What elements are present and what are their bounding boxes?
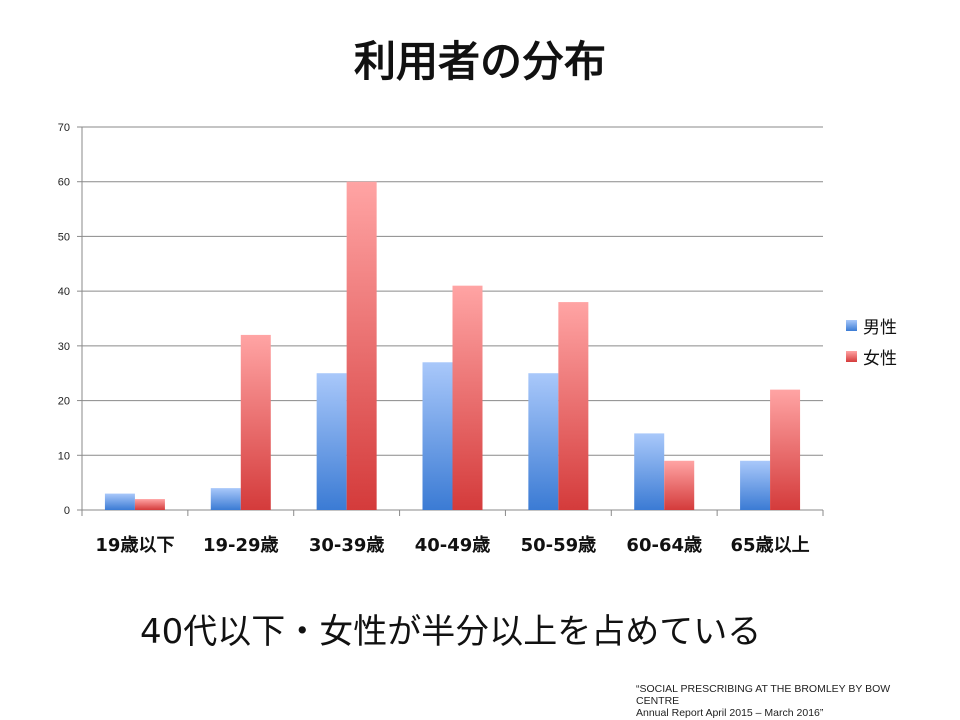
y-tick-label: 70 (58, 122, 70, 134)
bar-male (104, 493, 135, 510)
source-line: “SOCIAL PRESCRIBING AT THE BROMLEY BY BO… (636, 683, 891, 695)
y-tick-label: 0 (64, 505, 70, 517)
bar-female (452, 285, 483, 510)
legend-label-female: 女性 (863, 349, 897, 369)
bar-female (240, 334, 271, 510)
x-tick-label: 40-49歳 (415, 535, 491, 556)
slide-title: 利用者の分布 (353, 37, 606, 86)
y-tick-label: 20 (58, 396, 70, 408)
source-line: CENTRE (636, 695, 680, 707)
x-tick-label: 60-64歳 (626, 535, 702, 556)
bar-female (664, 460, 695, 510)
legend-swatch-male (846, 320, 857, 331)
legend-item-female: 女性 (846, 341, 897, 372)
x-tick-label: 30-39歳 (309, 535, 385, 556)
y-tick-label: 60 (58, 177, 70, 189)
bar-male (210, 488, 241, 510)
source-line: Annual Report April 2015 – March 2016” (636, 707, 824, 719)
legend: 男性 女性 (846, 310, 897, 372)
bar-male (634, 433, 665, 510)
caption: 40代以下・女性が半分以上を占めている (140, 612, 762, 652)
legend-item-male: 男性 (846, 310, 897, 341)
x-tick-label: 50-59歳 (521, 535, 597, 556)
y-tick-label: 30 (58, 341, 70, 353)
y-tick-label: 10 (58, 450, 70, 462)
source-citation: “SOCIAL PRESCRIBING AT THE BROMLEY BY BO… (636, 683, 954, 719)
x-tick-label: 65歳以上 (731, 535, 810, 556)
legend-label-male: 男性 (863, 318, 897, 338)
y-tick-label: 40 (58, 286, 70, 298)
bar-male (316, 373, 347, 510)
bar-male (422, 362, 453, 510)
bar-female (346, 181, 377, 510)
bar-male (740, 460, 771, 510)
y-tick-label: 50 (58, 231, 70, 243)
bar-female (770, 389, 801, 510)
x-tick-label: 19-29歳 (203, 535, 279, 556)
bar-chart: 0 10 20 30 40 50 60 70 19歳以下 19-29歳 30-39歳 40-49歳 50… (58, 122, 824, 556)
bar-female (558, 302, 589, 510)
bar-female (134, 499, 165, 510)
x-tick-label: 19歳以下 (95, 535, 174, 556)
tick-labels: 0 10 20 30 40 50 60 70 19歳以下 19-29歳 30-39歳 40-49歳 50… (58, 122, 810, 556)
bar-male (528, 373, 559, 510)
bars (104, 181, 801, 510)
legend-swatch-female (846, 351, 857, 362)
